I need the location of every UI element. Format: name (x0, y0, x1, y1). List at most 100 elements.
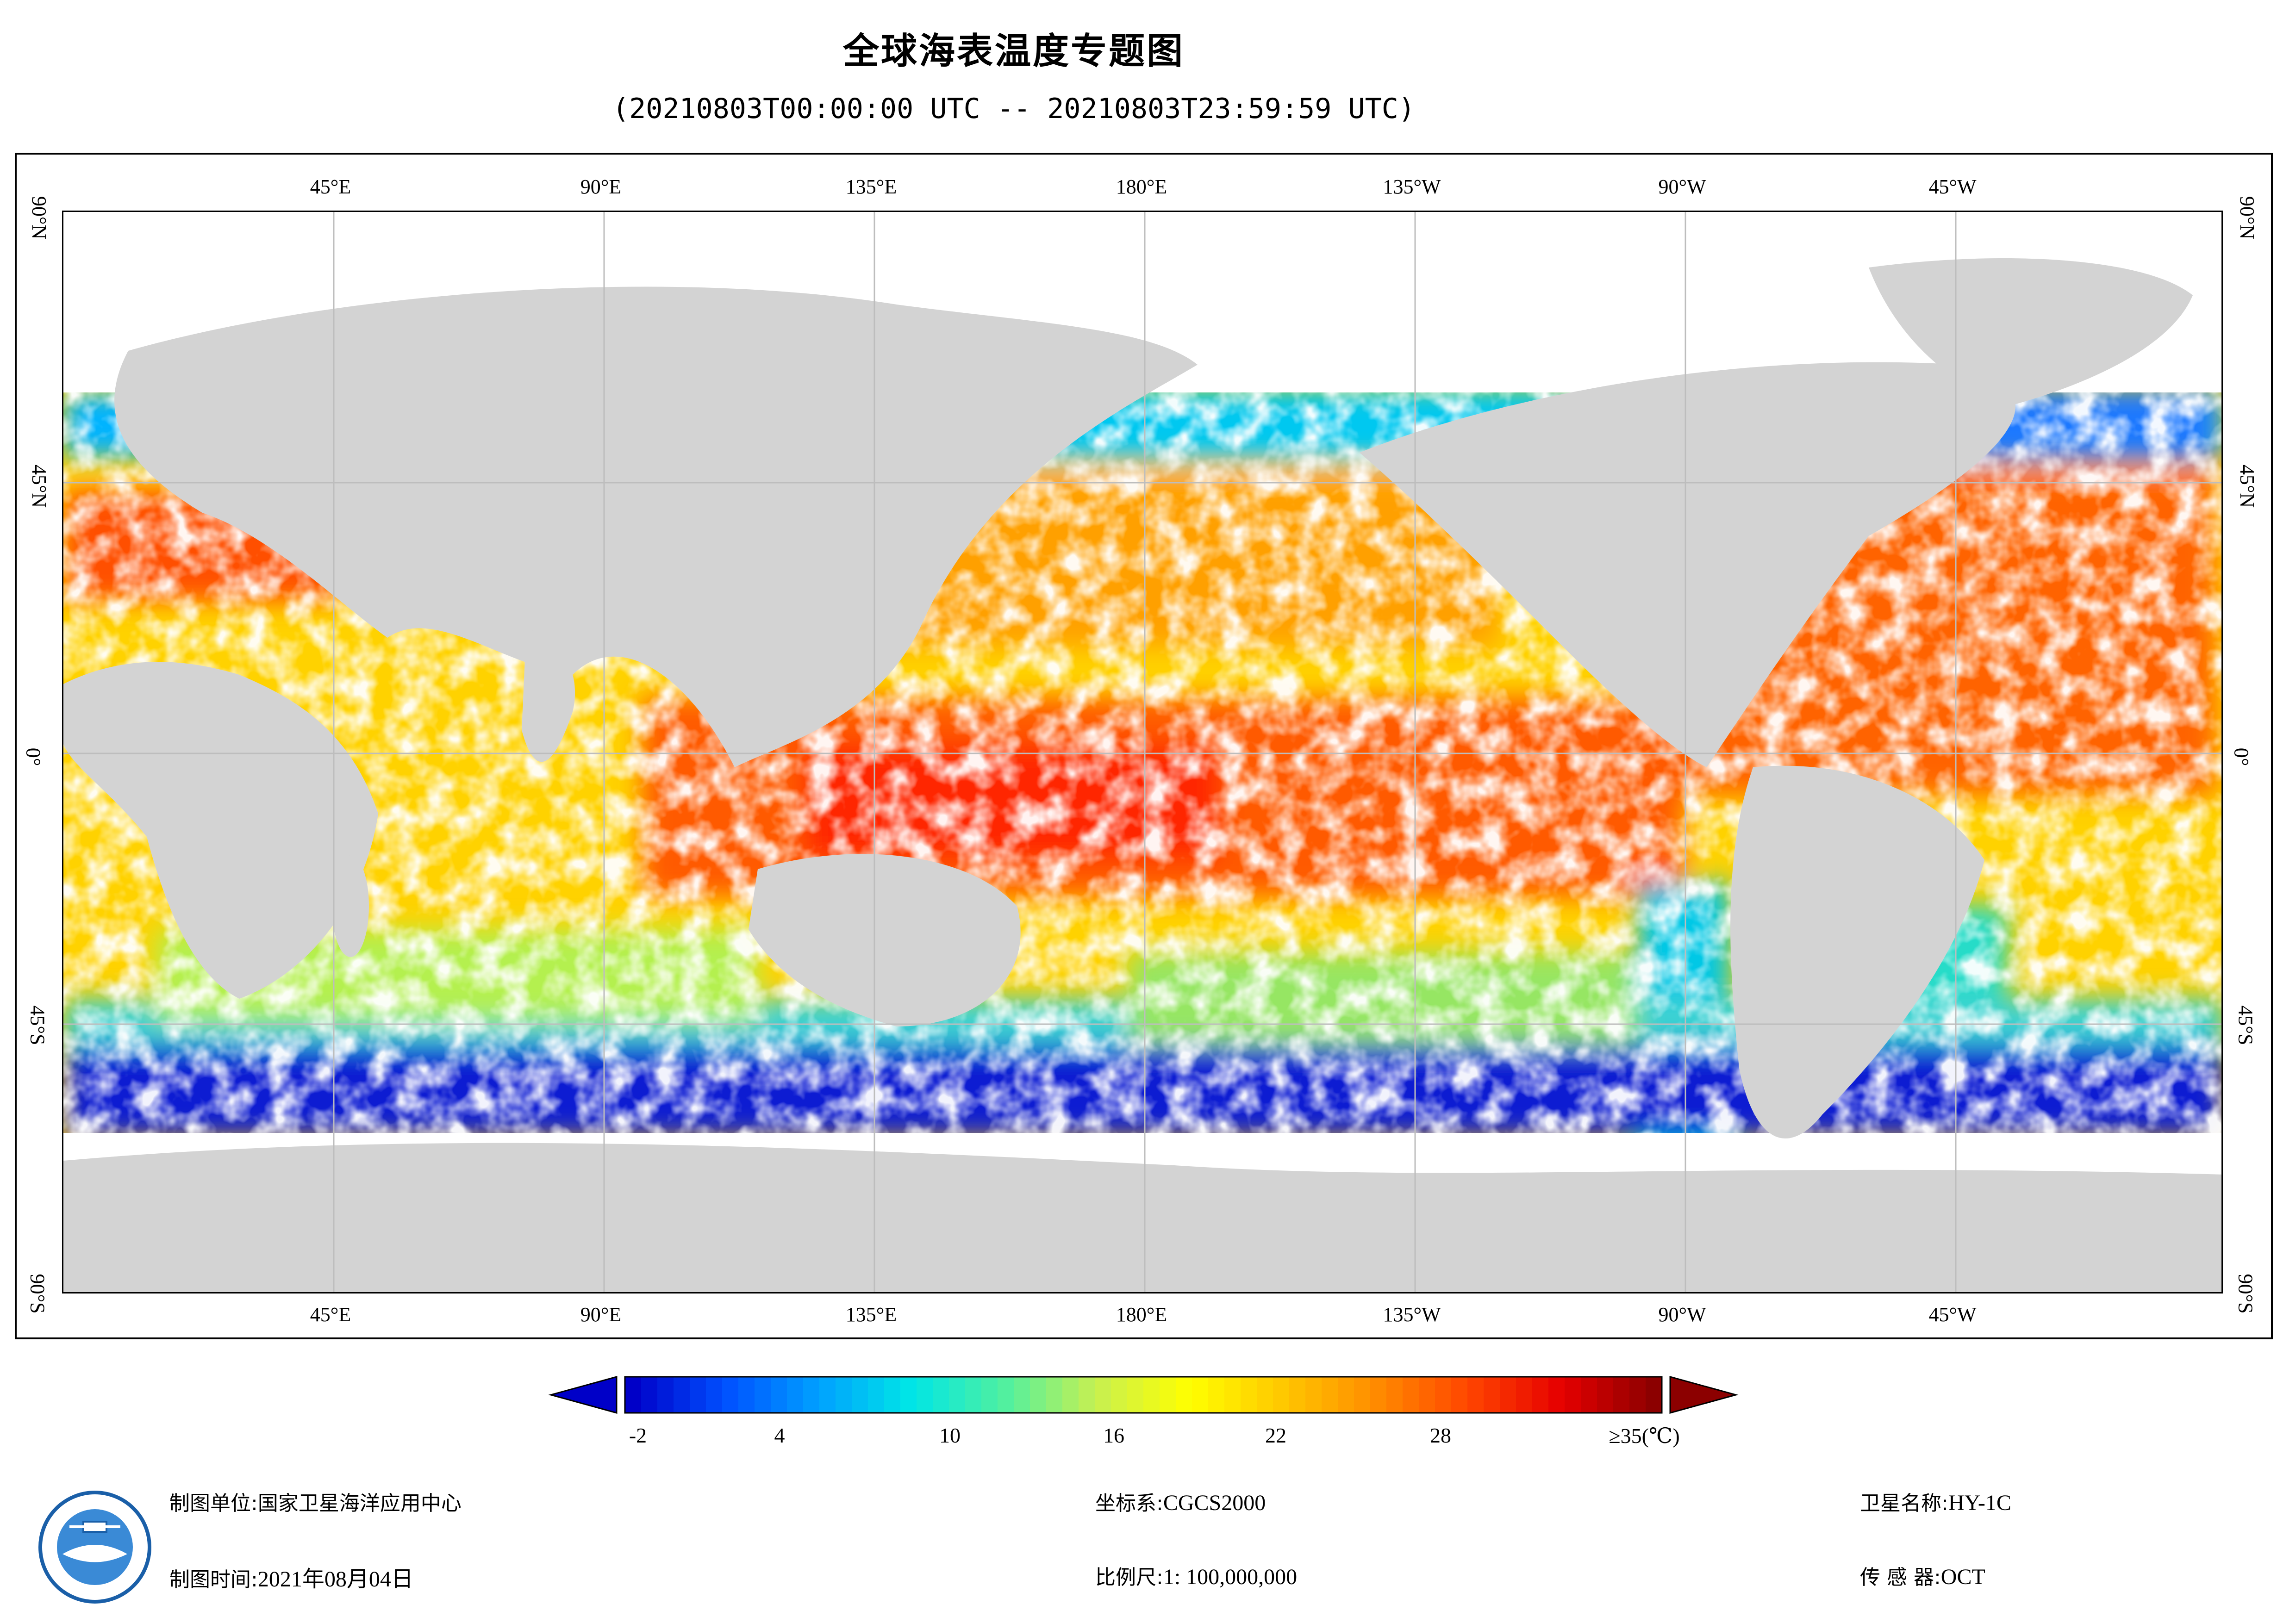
colorbar-swatch (836, 1377, 852, 1413)
colorbar-swatch (1127, 1377, 1144, 1413)
colorbar-swatch (998, 1377, 1014, 1413)
colorbar-swatch (1597, 1377, 1614, 1413)
colorbar-swatch (706, 1377, 723, 1413)
land-masses (63, 258, 2221, 1292)
colorbar-swatch (1192, 1377, 1209, 1413)
lat-label-right-90n: 90°N (2236, 196, 2259, 240)
lon-label-top-135w: 135°W (1383, 175, 1441, 198)
colorbar-swatch (1079, 1377, 1095, 1413)
colorbar-swatch (1370, 1377, 1387, 1413)
coord-system-value: CGCS2000 (1163, 1491, 1266, 1515)
colorbar-label-4: 4 (774, 1424, 785, 1447)
colorbar-swatch (674, 1377, 690, 1413)
colorbar-swatch (1646, 1377, 1662, 1413)
lon-label-top-90w: 90°W (1658, 175, 1706, 198)
colorbar-min-arrow (548, 1376, 618, 1414)
colorbar-label-10: 10 (939, 1424, 961, 1447)
colorbar-swatch (1338, 1377, 1354, 1413)
colorbar-swatch (1030, 1377, 1047, 1413)
colorbar-swatch (1419, 1377, 1435, 1413)
time-range-subtitle: (20210803T00:00:00 UTC -- 20210803T23:59… (612, 93, 1415, 125)
lat-label-right-45s: 45°S (2234, 1005, 2257, 1045)
lat-label-right-45n: 45°N (2236, 464, 2259, 508)
colorbar-max-arrow (1669, 1376, 1739, 1414)
colorbar-swatch (690, 1377, 706, 1413)
colorbar-swatch (771, 1377, 787, 1413)
colorbar-swatch (1273, 1377, 1290, 1413)
colorbar-swatch (1613, 1377, 1630, 1413)
lat-label-left-90s: 90°S (26, 1274, 49, 1314)
lon-label-top-45e: 45°E (310, 175, 351, 198)
satellite-name-value: HY-1C (1948, 1491, 2011, 1515)
colorbar-swatch (1160, 1377, 1176, 1413)
colorbar-graphic (548, 1376, 1739, 1414)
lat-label-left-45n: 45°N (28, 464, 51, 508)
coord-system: 坐标系:CGCS2000 (1095, 1486, 1266, 1516)
lat-label-left-90n: 90°N (28, 196, 51, 240)
satellite-name: 卫星名称:HY-1C (1860, 1486, 2011, 1516)
lon-label-bottom-135e: 135°E (845, 1303, 897, 1326)
map-time-label: 制图时间:2021年08月04日 (169, 1561, 413, 1593)
sensor-name: 传 感 器:OCT (1860, 1561, 1985, 1590)
map-scale-value: 1: 100,000,000 (1163, 1565, 1298, 1589)
map-frame (15, 153, 2273, 1339)
colorbar-swatch (1111, 1377, 1128, 1413)
colorbar-swatch (1143, 1377, 1160, 1413)
lon-label-top-45w: 45°W (1928, 175, 1977, 198)
colorbar-label-22: 22 (1265, 1424, 1286, 1447)
colorbar-swatch (852, 1377, 868, 1413)
nsoas-logo (37, 1489, 153, 1605)
lon-label-bottom-180e: 180°E (1116, 1303, 1167, 1326)
colorbar-label-35: ≥35(℃) (1609, 1424, 1680, 1448)
colorbar-swatch (722, 1377, 739, 1413)
colorbar-swatch (1014, 1377, 1030, 1413)
map-title: 全球海表温度专题图 (842, 31, 1185, 72)
colorbar-label-28: 28 (1430, 1424, 1451, 1447)
colorbar-swatch (1322, 1377, 1338, 1413)
map-unit-value: 国家卫星海洋应用中心 (257, 1492, 462, 1515)
colorbar-swatch (917, 1377, 933, 1413)
colorbar-swatch (949, 1377, 966, 1413)
colorbar-swatch (981, 1377, 998, 1413)
lon-label-bottom-45e: 45°E (310, 1303, 351, 1326)
colorbar-swatch (819, 1377, 836, 1413)
colorbar-swatch (1565, 1377, 1581, 1413)
lat-label-left-0: 0° (22, 747, 45, 766)
colorbar-swatch (1516, 1377, 1533, 1413)
colorbar-swatch (1257, 1377, 1273, 1413)
lon-label-top-135e: 135°E (845, 175, 897, 198)
colorbar-swatch (625, 1377, 642, 1413)
map-time-value: 2021年08月04日 (257, 1567, 413, 1592)
lon-label-bottom-90e: 90°E (580, 1303, 622, 1326)
colorbar-outline (624, 1376, 1663, 1414)
lon-label-bottom-135w: 135°W (1383, 1303, 1441, 1326)
sst-map (62, 211, 2223, 1293)
colorbar-swatch (1581, 1377, 1597, 1413)
colorbar (546, 1370, 1741, 1435)
colorbar-swatch (868, 1377, 885, 1413)
colorbar-swatch (1241, 1377, 1257, 1413)
sensor-name-value: OCT (1940, 1565, 1985, 1589)
sst-map-graphic (63, 212, 2221, 1292)
colorbar-swatch (1451, 1377, 1468, 1413)
colorbar-swatch (738, 1377, 755, 1413)
colorbar-swatch (1403, 1377, 1419, 1413)
lat-label-right-90s: 90°S (2234, 1274, 2257, 1314)
colorbar-swatch (965, 1377, 982, 1413)
satellite-name-label: 卫星名称: (1860, 1492, 1948, 1515)
colorbar-swatch (1176, 1377, 1192, 1413)
colorbar-swatch (1532, 1377, 1549, 1413)
coord-system-label: 坐标系: (1095, 1492, 1163, 1515)
lon-label-bottom-45w: 45°W (1928, 1303, 1977, 1326)
colorbar-swatch (657, 1377, 674, 1413)
map-time-label-text: 制图时间: (169, 1568, 258, 1592)
colorbar-swatch (900, 1377, 917, 1413)
colorbar-swatch (933, 1377, 949, 1413)
colorbar-swatch (1354, 1377, 1371, 1413)
colorbar-label-16: 16 (1103, 1424, 1124, 1447)
colorbar-swatch (1467, 1377, 1484, 1413)
lat-label-left-45s: 45°S (26, 1005, 49, 1045)
lat-label-right-0: 0° (2230, 747, 2253, 766)
colorbar-swatch (1500, 1377, 1516, 1413)
colorbar-swatch (1435, 1377, 1452, 1413)
